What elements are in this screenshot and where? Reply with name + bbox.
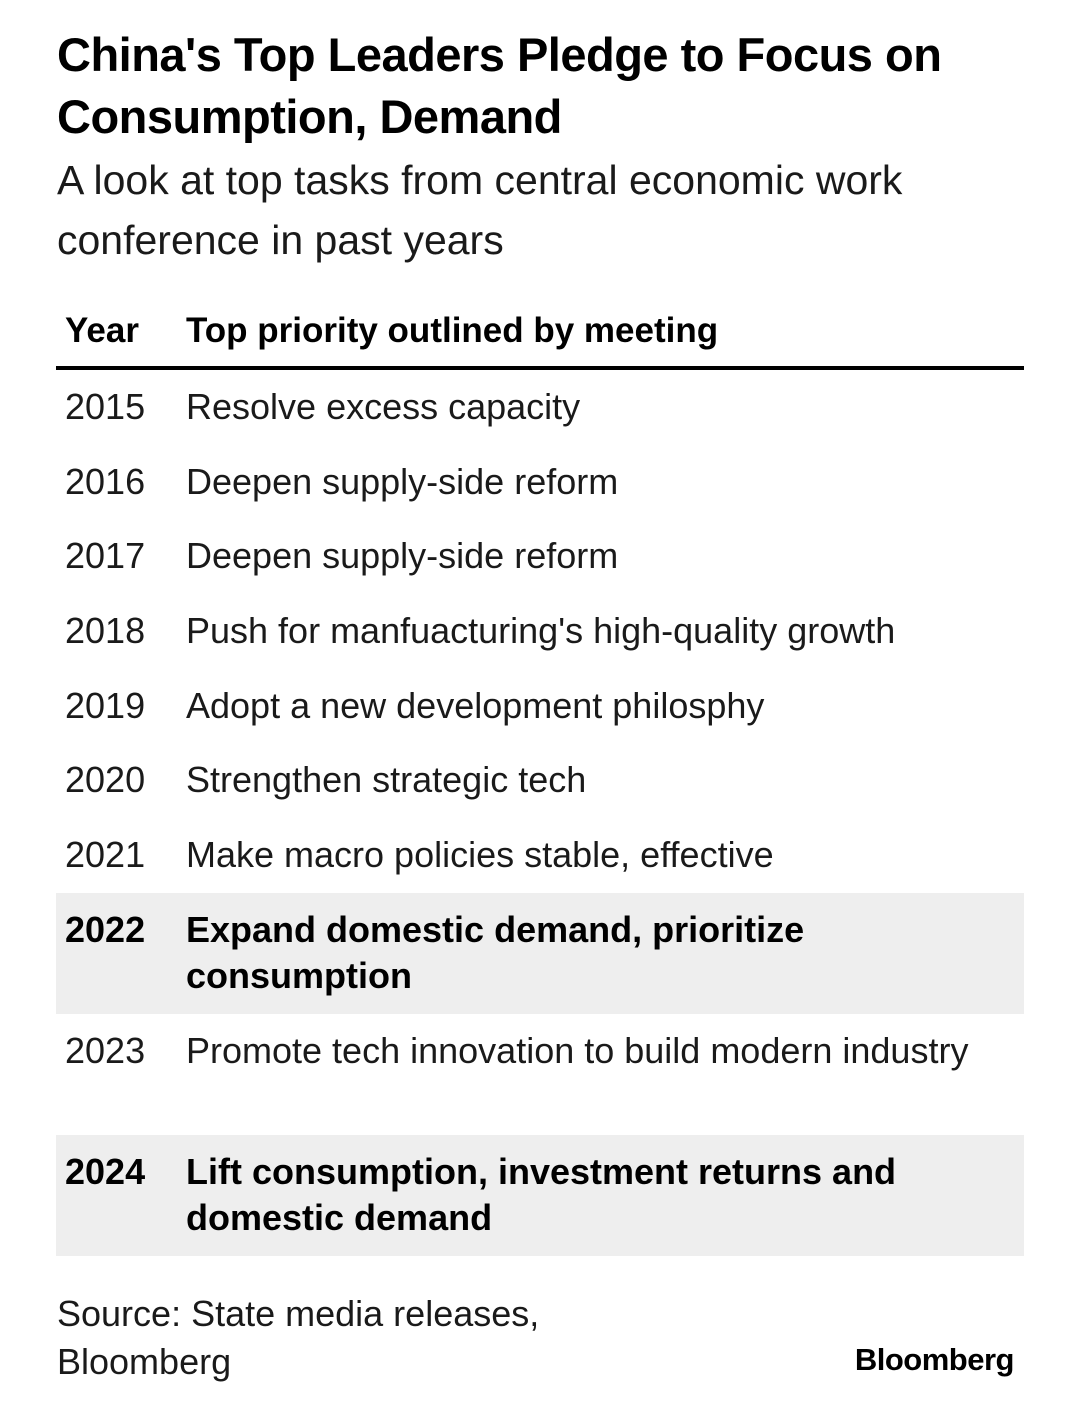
priority-cell: Adopt a new development philosphy — [186, 684, 765, 726]
table-row: 2018 Push for manfuacturing's high-qualit… — [56, 594, 1024, 669]
priority-cell: Deepen supply-side reform — [186, 535, 619, 577]
table-row: 2020 Strengthen strategic tech — [56, 743, 1024, 818]
table-header: Year Top priority outlined by meeting — [56, 296, 1024, 370]
priority-cell: Push for manfuacturing's high-quality gr… — [186, 610, 896, 652]
year-cell: 2016 — [65, 460, 146, 502]
year-cell: 2015 — [65, 386, 146, 427]
chart-subtitle: A look at top tasks from central economi… — [57, 157, 903, 263]
year-cell: 2021 — [65, 834, 146, 876]
priority-cell: Resolve excess capacity — [186, 386, 581, 427]
bloomberg-logo: Bloomberg — [854, 1342, 1015, 1377]
priorities-table: Year Top priority outlined by meeting 20… — [56, 296, 1024, 1256]
year-cell: 2023 — [65, 1029, 146, 1071]
priority-cell: Strengthen strategic tech — [186, 759, 587, 801]
priority-cell: Lift consumption, investment returns and… — [186, 1150, 897, 1238]
priority-cell: Expand domestic demand, prioritize consu… — [186, 908, 805, 996]
chart-title: China's Top Leaders Pledge to Focus on C… — [57, 28, 942, 143]
column-header-year: Year — [65, 311, 139, 350]
priority-cell: Promote tech innovation to build modern … — [186, 1029, 969, 1071]
year-cell: 2017 — [65, 535, 146, 577]
table-row: 2019 Adopt a new development philosphy — [56, 669, 1024, 744]
priority-cell: Deepen supply-side reform — [186, 460, 619, 502]
table-row: 2017 Deepen supply-side reform — [56, 519, 1024, 594]
table-row: 2023 Promote tech innovation to build mod… — [56, 1014, 1024, 1135]
table-row: 2016 Deepen supply-side reform — [56, 445, 1024, 520]
column-header-priority: Top priority outlined by meeting — [186, 311, 719, 350]
year-cell: 2020 — [65, 759, 146, 801]
table-body: 2015 Resolve excess capacity 2016 Deepen su… — [56, 370, 1024, 1256]
table-row: 2022 Expand domestic demand, prioritize c… — [56, 892, 1024, 1014]
year-cell: 2018 — [65, 610, 146, 652]
year-cell: 2019 — [65, 684, 146, 726]
source-note: Source: State media releases, Bloomberg — [57, 1293, 540, 1382]
year-cell: 2024 — [65, 1150, 146, 1192]
year-cell: 2022 — [65, 908, 146, 950]
table-row: 2015 Resolve excess capacity — [56, 370, 1024, 445]
table-row: 2024 Lift consumption, investment returns… — [56, 1134, 1024, 1256]
priority-cell: Make macro policies stable, effective — [186, 834, 774, 876]
table-row: 2021 Make macro policies stable, effectiv… — [56, 818, 1024, 893]
